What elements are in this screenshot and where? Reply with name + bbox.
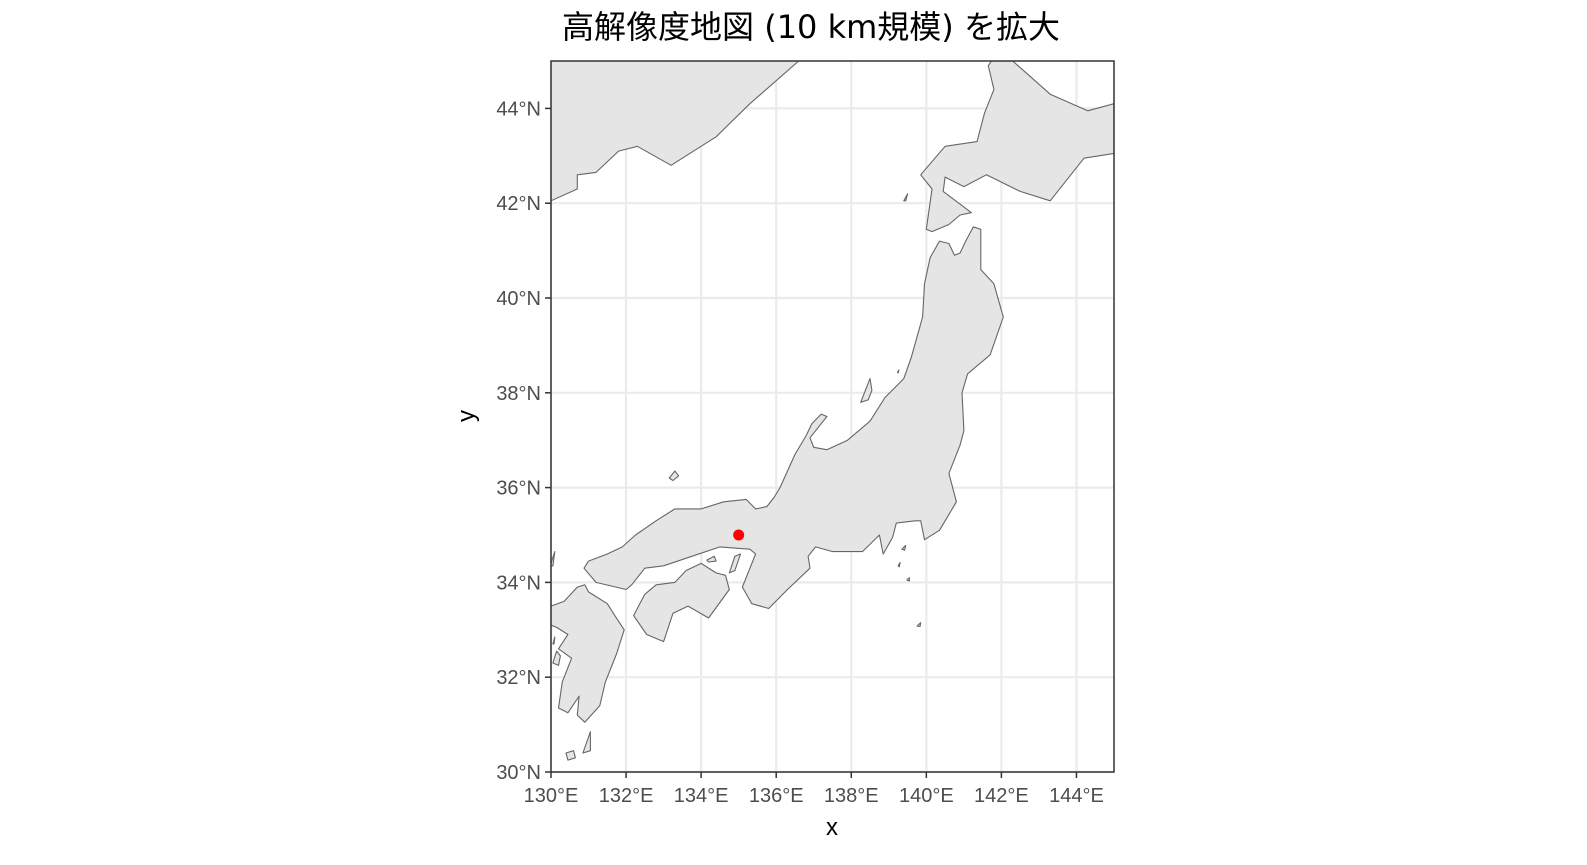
land-hachijojima [916, 622, 922, 628]
x-tick-label: 140°E [899, 785, 954, 807]
y-tick-label: 30°N [496, 762, 541, 784]
land-shikoku [633, 562, 730, 643]
y-tick-label: 36°N [496, 478, 541, 500]
land-izu-oshima [901, 544, 907, 551]
land-yakushima [565, 750, 576, 761]
y-tick-label: 32°N [496, 667, 541, 689]
land-honshu [583, 226, 1004, 610]
land-polygons [551, 52, 1114, 761]
chart-title: 高解像度地図 (10 km規模) を拡大 [562, 8, 1060, 46]
map-points [733, 529, 745, 541]
y-tick-label: 34°N [496, 572, 541, 594]
land-goto [552, 636, 556, 645]
x-tick-label: 138°E [824, 785, 879, 807]
land-awashima [896, 369, 900, 374]
y-axis: 30°N 32°N 34°N 36°N 38°N 40°N 42°N 44°N [496, 98, 551, 784]
map-point-marker [733, 529, 745, 541]
x-axis: 130°E 132°E 134°E 136°E 138°E 140°E 142°E 144°E [524, 772, 1104, 807]
land-oki [668, 470, 680, 482]
land-kyushu [551, 584, 625, 723]
x-tick-label: 134°E [674, 785, 729, 807]
land-miyakejima [906, 577, 910, 582]
land-awaji [728, 553, 742, 574]
y-tick-label: 38°N [496, 383, 541, 405]
plot-panel-border [550, 60, 1115, 773]
y-tick-label: 44°N [496, 98, 541, 120]
x-tick-label: 132°E [599, 785, 654, 807]
y-tick-label: 42°N [496, 193, 541, 215]
land-shodoshima [706, 555, 717, 563]
x-axis-title: x [826, 814, 838, 841]
x-tick-label: 144°E [1049, 785, 1104, 807]
y-axis-title: y [453, 410, 480, 422]
land-okushiri [903, 193, 909, 202]
x-tick-label: 136°E [749, 785, 804, 807]
y-tick-label: 40°N [496, 288, 541, 310]
land-korea [551, 61, 800, 202]
land-niijima [897, 561, 901, 568]
land-tanegashima [582, 731, 591, 754]
land-amakusa [552, 650, 561, 666]
land-hokkaido [920, 61, 1114, 233]
land-rishiri [970, 52, 976, 57]
x-tick-label: 142°E [974, 785, 1029, 807]
x-tick-label: 130°E [524, 785, 579, 807]
land-sado [860, 378, 873, 403]
